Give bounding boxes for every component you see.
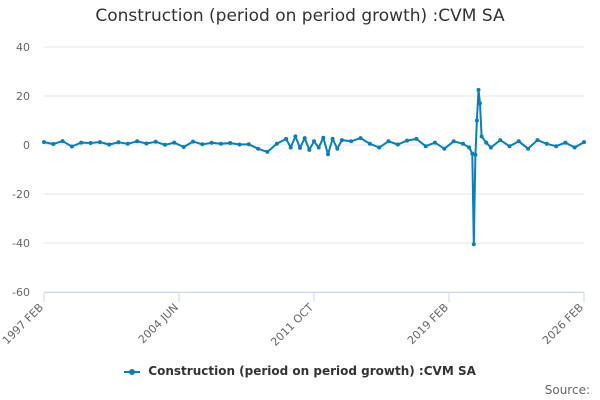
data-point[interactable] <box>507 144 512 149</box>
y-tick-label: 20 <box>16 90 30 103</box>
data-point[interactable] <box>498 138 503 143</box>
data-point[interactable] <box>433 140 437 145</box>
x-tick-label: 2026 FEB <box>540 301 586 347</box>
data-point[interactable] <box>471 242 476 247</box>
data-point[interactable] <box>423 144 428 149</box>
data-point[interactable] <box>181 145 186 149</box>
data-point[interactable] <box>256 146 261 151</box>
data-point[interactable] <box>135 139 140 144</box>
data-point[interactable] <box>79 140 84 145</box>
data-point[interactable] <box>209 140 214 145</box>
data-point[interactable] <box>516 139 521 144</box>
data-point[interactable] <box>200 142 205 147</box>
data-point[interactable] <box>326 152 330 157</box>
data-point[interactable] <box>69 144 74 149</box>
data-point[interactable] <box>572 145 577 150</box>
grid-layer <box>44 46 584 293</box>
data-point[interactable] <box>51 142 56 146</box>
data-point[interactable] <box>582 140 586 145</box>
data-point[interactable] <box>153 139 158 144</box>
y-tick-label: -40 <box>12 237 30 250</box>
legend-label: Construction (period on period growth) :… <box>148 364 476 378</box>
data-point[interactable] <box>488 145 493 150</box>
data-point[interactable] <box>312 139 316 144</box>
data-point[interactable] <box>386 139 391 144</box>
data-point[interactable] <box>163 142 167 147</box>
chart-title: Construction (period on period growth) :… <box>95 6 505 26</box>
data-point[interactable] <box>265 149 270 154</box>
data-point[interactable] <box>321 135 326 140</box>
data-point[interactable] <box>307 147 312 152</box>
data-point[interactable] <box>467 145 472 150</box>
data-point[interactable] <box>298 145 302 150</box>
data-point[interactable] <box>358 136 363 141</box>
data-point[interactable] <box>544 141 549 146</box>
x-tick-label: 2011 OCT <box>268 301 316 349</box>
data-point[interactable] <box>302 136 307 141</box>
data-point[interactable] <box>144 141 149 146</box>
data-point[interactable] <box>293 134 298 139</box>
data-point[interactable] <box>473 152 478 157</box>
data-point[interactable] <box>451 139 456 144</box>
data-point[interactable] <box>125 141 130 146</box>
data-point[interactable] <box>484 140 489 145</box>
data-point[interactable] <box>395 142 400 147</box>
data-point[interactable] <box>563 140 568 145</box>
data-point[interactable] <box>97 140 102 145</box>
data-point[interactable] <box>461 141 465 146</box>
x-tick-label: 2004 JUN <box>136 301 181 346</box>
data-point[interactable] <box>554 144 559 149</box>
data-point[interactable] <box>60 139 65 144</box>
series-layer <box>42 87 586 247</box>
data-point[interactable] <box>474 118 479 123</box>
source-label[interactable]: Source: <box>544 383 590 397</box>
data-point[interactable] <box>107 142 112 147</box>
x-tick-label: 2019 FEB <box>405 301 451 347</box>
axis-layer: 40 20 0 -20 -40 -60 1997 FEB 2004 JUN 2011 OCT 20… <box>0 41 586 349</box>
data-point[interactable] <box>367 141 372 146</box>
y-tick-label: -60 <box>12 286 30 299</box>
data-point[interactable] <box>246 142 251 147</box>
data-point[interactable] <box>349 139 354 144</box>
data-point[interactable] <box>470 151 475 156</box>
data-point[interactable] <box>116 140 121 145</box>
legend-line-marker-icon <box>124 368 141 375</box>
data-point[interactable] <box>42 140 46 145</box>
data-point[interactable] <box>339 138 344 143</box>
data-point[interactable] <box>479 134 484 139</box>
data-point[interactable] <box>316 145 321 150</box>
data-point[interactable] <box>478 101 482 106</box>
data-point[interactable] <box>335 146 340 151</box>
data-point[interactable] <box>377 145 382 150</box>
legend[interactable]: Construction (period on period growth) :… <box>0 364 600 378</box>
data-point[interactable] <box>191 139 195 144</box>
data-point[interactable] <box>330 136 335 141</box>
y-tick-label: 0 <box>23 139 30 152</box>
data-point[interactable] <box>414 136 419 141</box>
y-tick-label: -20 <box>12 188 30 201</box>
data-point[interactable] <box>288 145 293 150</box>
series-line[interactable] <box>43 88 585 246</box>
data-point[interactable] <box>526 146 531 151</box>
data-point[interactable] <box>442 146 447 151</box>
data-point[interactable] <box>274 141 279 146</box>
y-tick-label: 40 <box>16 41 30 54</box>
data-point[interactable] <box>284 136 289 141</box>
data-point[interactable] <box>218 141 223 146</box>
data-point[interactable] <box>172 140 177 145</box>
data-point[interactable] <box>237 142 242 147</box>
data-point[interactable] <box>476 87 481 92</box>
data-point[interactable] <box>405 138 410 143</box>
data-point[interactable] <box>88 141 93 145</box>
x-tick-label: 1997 FEB <box>0 301 46 347</box>
data-point[interactable] <box>535 138 540 143</box>
data-point[interactable] <box>228 141 233 145</box>
